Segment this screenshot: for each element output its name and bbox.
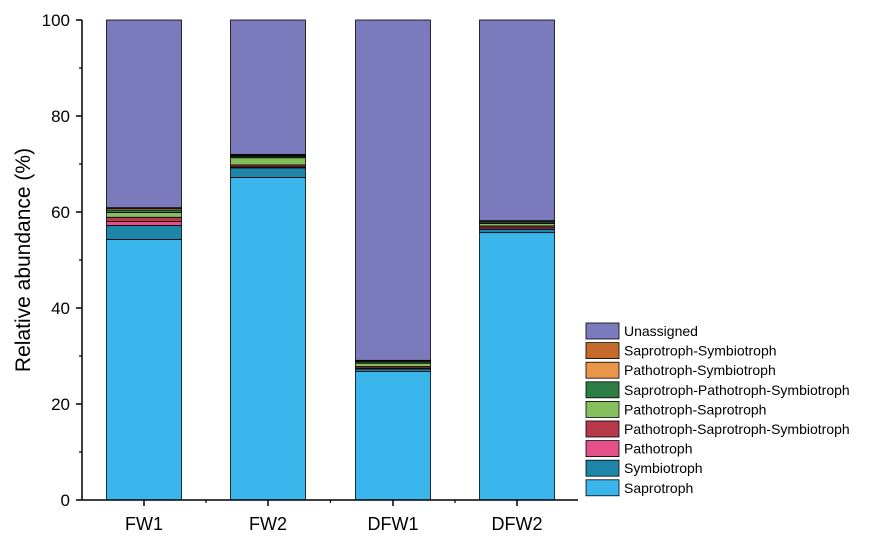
legend-label-saprotroph: Saprotroph <box>624 480 693 496</box>
bar-segment-saprotroph-fw1 <box>106 238 182 501</box>
legend-label-saprotroph-pathotroph-symbiotroph: Saprotroph-Pathotroph-Symbiotroph <box>624 382 850 398</box>
bars-layer <box>106 19 555 501</box>
legend-swatch-pathotroph-symbiotroph <box>585 361 620 379</box>
legend-swatch-saprotroph-pathotroph-symbiotroph <box>585 381 620 399</box>
y-tick-label: 40 <box>51 299 70 318</box>
bar-segment-saprotroph-fw2 <box>230 177 306 501</box>
legend-swatch-saprotroph-symbiotroph <box>585 342 620 360</box>
bar-segment-saprotroph-dfw2 <box>479 232 555 501</box>
legend-label-saprotroph-symbiotroph: Saprotroph-Symbiotroph <box>624 343 777 359</box>
legend-label-pathotroph-saprotroph-symbiotroph: Pathotroph-Saprotroph-Symbiotroph <box>624 421 850 437</box>
x-tick-label-fw2: FW2 <box>249 514 287 534</box>
y-tick-label: 80 <box>51 107 70 126</box>
x-tick-label-dfw2: DFW2 <box>492 514 543 534</box>
bar-segment-symbiotroph-fw1 <box>106 225 182 240</box>
bar-segment-unassigned-dfw1 <box>355 19 431 361</box>
legend-swatch-pathotroph-saprotroph-symbiotroph <box>585 420 620 438</box>
legend-label-unassigned: Unassigned <box>624 323 698 339</box>
bar-segment-saprotroph-dfw1 <box>355 370 431 501</box>
x-tick-label-dfw1: DFW1 <box>368 514 419 534</box>
bar-segment-pathotroph-saprotroph-dfw1 <box>355 362 431 367</box>
y-tick-label: 100 <box>42 11 70 30</box>
y-tick-label: 20 <box>51 395 70 414</box>
legend-label-pathotroph: Pathotroph <box>624 441 693 457</box>
legend-label-pathotroph-saprotroph: Pathotroph-Saprotroph <box>624 401 766 417</box>
legend-swatch-unassigned <box>585 322 620 340</box>
legend-swatch-pathotroph <box>585 440 620 458</box>
bar-segment-pathotroph-fw1 <box>106 221 182 226</box>
legend-swatch-pathotroph-saprotroph <box>585 400 620 418</box>
bar-segment-unassigned-fw2 <box>230 19 306 155</box>
legend-swatch-saprotroph <box>585 479 620 497</box>
y-tick-label: 60 <box>51 203 70 222</box>
y-tick-label: 0 <box>61 491 70 510</box>
legend-label-pathotroph-symbiotroph: Pathotroph-Symbiotroph <box>624 362 776 378</box>
bar-segment-unassigned-fw1 <box>106 19 182 209</box>
bar-segment-symbiotroph-fw2 <box>230 167 306 178</box>
bar-segment-unassigned-dfw2 <box>479 19 555 222</box>
legend-layer: Unassigned Saprotroph-Symbiotroph Pathotro… <box>585 322 850 497</box>
bar-segment-symbiotroph-dfw2 <box>479 228 555 234</box>
bar-segment-pathotroph-saprotroph-symbiotroph-fw1 <box>106 216 182 222</box>
axes-layer: 0 20 40 60 80 100 FW1 FW2 DFW1 DFW2 <box>42 11 578 534</box>
y-axis-label: Relative abundance (%) <box>12 148 35 372</box>
legend-label-symbiotroph: Symbiotroph <box>624 460 703 476</box>
bar-segment-pathotroph-saprotroph-fw1 <box>106 212 182 218</box>
legend-swatch-symbiotroph <box>585 459 620 477</box>
bar-segment-pathotroph-saprotroph-fw2 <box>230 157 306 166</box>
x-tick-label-fw1: FW1 <box>125 514 163 534</box>
